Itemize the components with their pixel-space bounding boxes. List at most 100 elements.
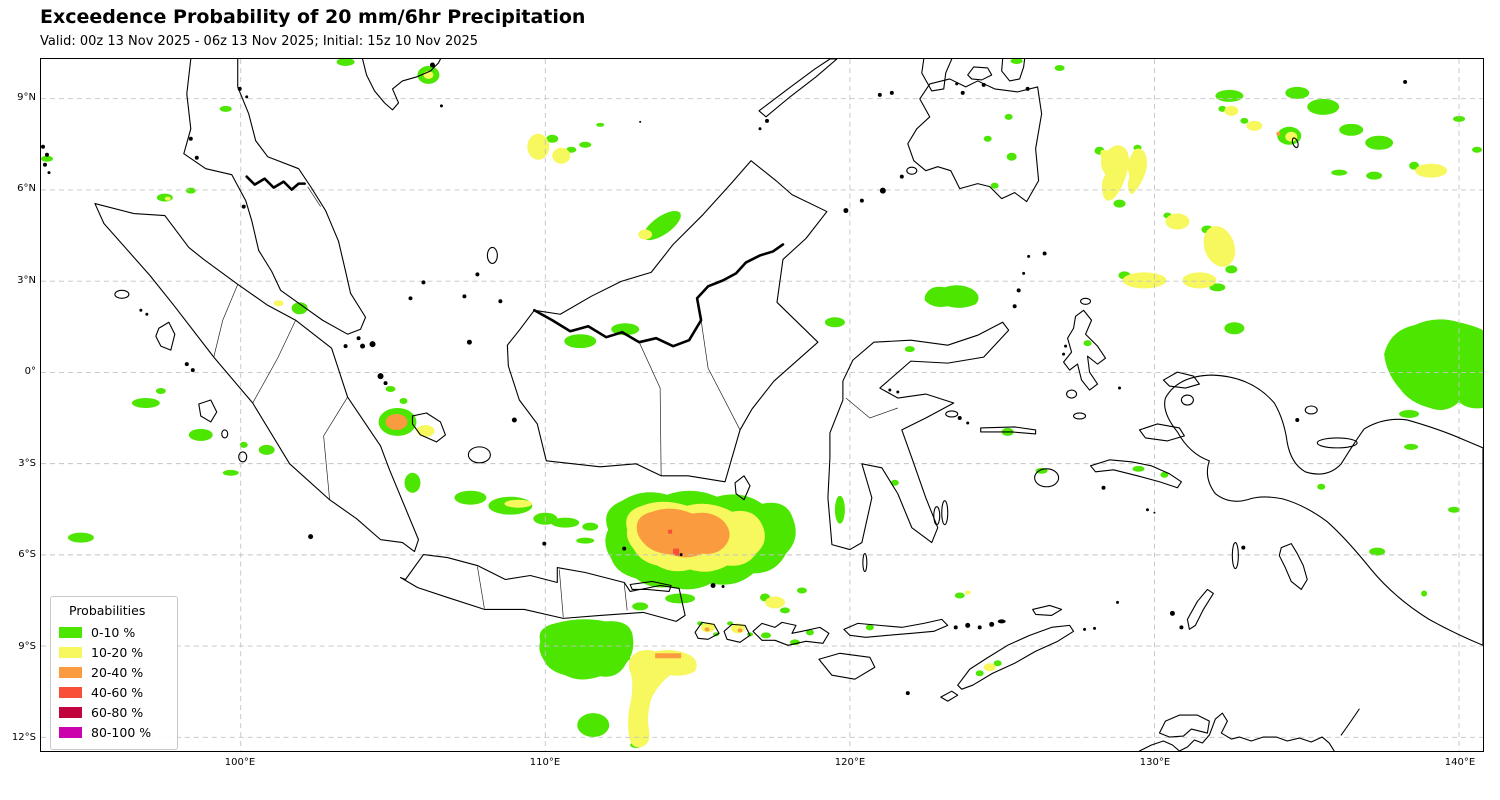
coast-aru [1278,543,1308,591]
probability-region-o [385,413,408,430]
probability-region-g [643,210,681,241]
probability-region-g [222,469,239,476]
probability-region-g [1113,199,1126,208]
probability-region-y [273,300,284,307]
probability-region-y [628,649,697,748]
probability-region-y [416,424,435,437]
coast-lombok [723,623,751,643]
probability-region-y [1203,226,1236,267]
probability-region-y [638,229,653,240]
probability-region-g [993,660,1002,667]
probability-region-g [1054,64,1065,71]
probability-region-g [990,182,999,189]
coast-basilan [906,166,918,175]
coast-new-guinea [1164,374,1483,646]
legend-item: 10-20 % [59,642,169,662]
probability-region-y [164,196,171,201]
coast-madura [629,580,672,593]
legend-item: 60-80 % [59,702,169,722]
probability-region-r [673,548,680,556]
legend-color-swatch [59,646,82,658]
legend-item-label: 20-40 % [91,664,144,680]
coast-leyte [1001,59,1026,82]
probability-region-y [1415,163,1448,178]
coast-buton [941,500,949,526]
coast-wetar [1032,604,1063,616]
probability-region-g [131,398,160,408]
coast-timor [957,624,1075,690]
probability-region-g [454,490,487,505]
lon-tick-label: 100°E [224,757,256,768]
coast-selayar [862,553,868,573]
probability-region-y [1246,120,1263,131]
legend-item: 80-100 % [59,722,169,742]
coast-sipora [221,429,229,439]
probability-region-g [1225,265,1238,274]
coast-bali [694,621,720,640]
probability-region-g [576,537,595,544]
legend-color-swatch [59,666,82,678]
coast-sumbawa [752,621,830,646]
probability-region-g [1218,105,1227,112]
coast-biak [1304,405,1318,415]
probability-region-g [1404,443,1419,450]
probability-region-g [1365,135,1394,150]
probability-region-g [546,134,559,143]
probability-region-g [975,670,984,677]
legend-item-label: 80-100 % [91,724,152,740]
probability-region-y [1100,145,1130,201]
probability-region-g [1004,113,1013,120]
probability-region-y [1127,148,1148,195]
probability-region-g [1240,117,1249,124]
coast-obi [1073,412,1087,420]
coast-laut-island [734,475,751,501]
coast-palau [1291,137,1299,149]
probability-region-o [704,627,710,632]
graticule-gridlines [41,59,1483,751]
probability-region-g [566,146,577,153]
probability-region-g [156,193,173,202]
probability-region-g [620,655,631,662]
coast-salawati [1180,394,1194,406]
lat-tick-label: 12°S [11,732,36,744]
precipitation-probability-map [41,59,1483,751]
legend-item: 0-10 % [59,622,169,642]
coast-natuna [486,246,498,264]
country-borders-bold [245,175,785,348]
probability-region-g [954,592,965,599]
probability-region-g [188,428,213,441]
probability-region-g [1369,547,1386,556]
lat-tick-label: 9°S [18,640,36,652]
coast-tanimbar [1186,588,1214,630]
legend-color-swatch [59,626,82,638]
probability-region-g [564,334,597,349]
probability-region-g [291,302,308,315]
probability-region-g [1083,340,1092,347]
probability-region-g [155,388,166,395]
probability-region-g [1409,161,1420,170]
probability-region-g [1331,169,1348,176]
probability-region-g [1384,319,1483,410]
figure-subtitle: Valid: 00z 13 Nov 2025 - 06z 13 Nov 2025… [40,34,479,49]
coast-melville-island [1158,714,1210,738]
legend-item-label: 60-80 % [91,704,144,720]
coast-seram [1089,459,1182,489]
lat-tick-label: 6°N [17,183,36,195]
probability-region-g [41,155,53,162]
lat-tick-label: 6°S [18,549,36,561]
probability-region-y [552,147,571,164]
probability-region-g [1160,471,1169,478]
probability-region-g [582,522,599,531]
probability-region-g [185,187,196,194]
probability-region-r [668,529,673,534]
probability-region-g [1448,506,1461,513]
coast-buru [1034,468,1060,488]
probability-region-g [239,441,248,448]
probability-region-g [865,624,874,631]
coast-palawan [758,59,838,118]
coast-muna [933,506,941,526]
legend-item-label: 10-20 % [91,644,144,660]
probability-region-g [1209,283,1226,292]
probability-region-g [796,587,807,594]
